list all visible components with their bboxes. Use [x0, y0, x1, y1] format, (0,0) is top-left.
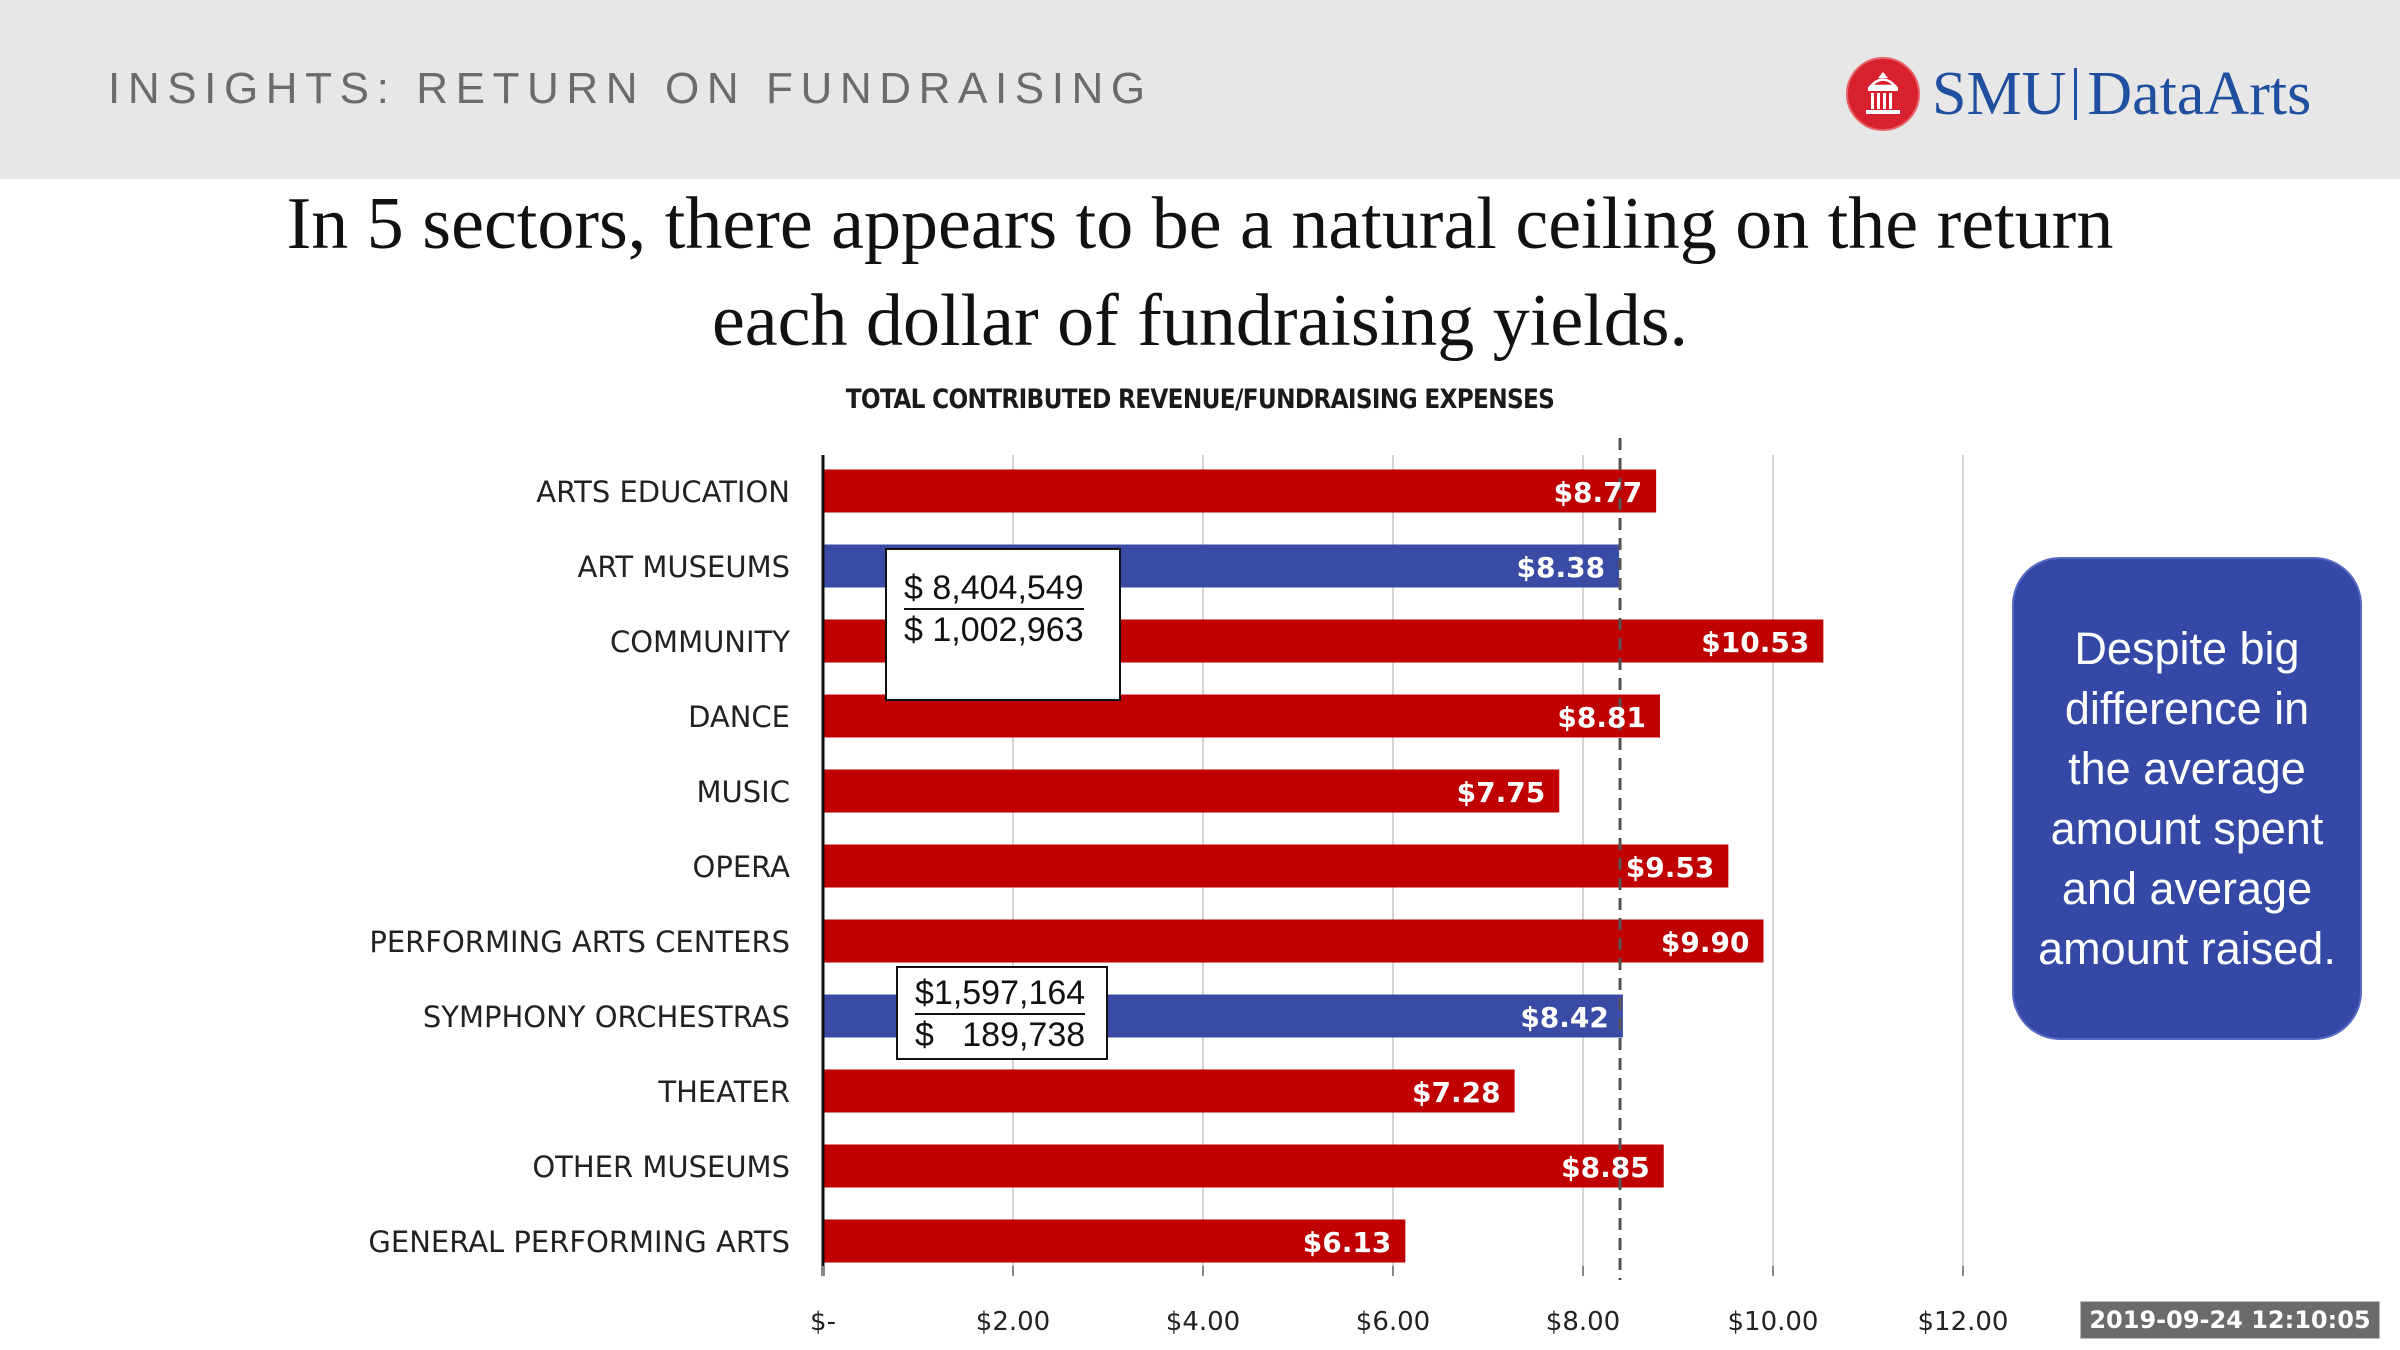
slide-headline: In 5 sectors, there appears to be a natu…: [0, 176, 2400, 370]
category-label: OTHER MUSEUMS: [532, 1150, 790, 1184]
category-label: ART MUSEUMS: [578, 550, 790, 584]
headline-line-2: each dollar of fundraising yields.: [711, 280, 1689, 362]
slide-header: INSIGHTS: RETURN ON FUNDRAISING SMU Data…: [0, 0, 2400, 179]
x-tick-label: $-: [810, 1307, 836, 1337]
category-label: DANCE: [688, 700, 790, 734]
value-label: $8.38: [1517, 551, 1606, 584]
bar: [823, 469, 1657, 513]
bar: [823, 769, 1560, 813]
value-label: $6.13: [1303, 1226, 1392, 1259]
bar: [823, 1069, 1515, 1113]
x-tick-label: $12.00: [1918, 1307, 2009, 1337]
callout-art-museums: $ 8,404,549 $ 1,002,963: [885, 548, 1121, 701]
callout-symphony-orchestras: $1,597,164 $ 189,738: [896, 966, 1108, 1060]
x-axis-ticks: $- $2.00 $4.00 $6.00 $8.00 $10.00 $12.00: [810, 1266, 2008, 1337]
chart-title: TOTAL CONTRIBUTED REVENUE/FUNDRAISING EX…: [845, 384, 1555, 415]
smu-dataarts-logo: SMU DataArts: [1846, 55, 2311, 133]
bar: [823, 919, 1764, 963]
insight-note: Despite big difference in the average am…: [2012, 557, 2362, 1040]
logo-secondary: DataArts: [2087, 60, 2312, 128]
category-label: PERFORMING ARTS CENTERS: [369, 925, 790, 959]
category-label: SYMPHONY ORCHESTRAS: [423, 1000, 790, 1034]
value-label: $8.81: [1557, 701, 1646, 734]
headline-line-1: In 5 sectors, there appears to be a natu…: [286, 183, 2114, 265]
header-title: INSIGHTS: RETURN ON FUNDRAISING: [108, 64, 1153, 113]
category-label: COMMUNITY: [610, 625, 790, 659]
category-label: MUSIC: [697, 775, 790, 809]
category-label: ARTS EDUCATION: [536, 475, 790, 509]
value-label: $8.77: [1554, 476, 1643, 509]
category-label: OPERA: [693, 850, 791, 884]
building-seal-icon: [1846, 57, 1920, 131]
callout-spent: $ 189,738: [915, 1016, 1086, 1054]
bar: [823, 1144, 1664, 1188]
x-tick-label: $2.00: [976, 1307, 1050, 1337]
x-tick-label: $10.00: [1728, 1307, 1819, 1337]
video-timestamp: 2019-09-24 12:10:05: [2080, 1301, 2380, 1339]
category-labels: ARTS EDUCATION ART MUSEUMS COMMUNITY DANCE M…: [368, 475, 790, 1259]
logo-separator: [2074, 68, 2078, 120]
category-label: GENERAL PERFORMING ARTS: [368, 1225, 790, 1259]
value-labels: $8.77 $8.38 $10.53 $8.81 $7.75 $9.53 $9.90 $8.4…: [1303, 476, 1810, 1259]
value-label: $8.85: [1561, 1151, 1650, 1184]
value-label: $8.42: [1520, 1001, 1609, 1034]
x-tick-label: $6.00: [1356, 1307, 1430, 1337]
bar: [823, 844, 1729, 888]
value-label: $9.90: [1661, 926, 1750, 959]
x-tick-label: $8.00: [1546, 1307, 1620, 1337]
logo-primary: SMU: [1932, 60, 2067, 128]
bar: [823, 1219, 1406, 1263]
bar: [823, 694, 1660, 738]
callout-spent: $ 1,002,963: [904, 611, 1084, 649]
insight-note-text: Despite big difference in the average am…: [2038, 622, 2336, 974]
x-tick-label: $4.00: [1166, 1307, 1240, 1337]
callout-raised: $ 8,404,549: [904, 568, 1084, 610]
category-label: THEATER: [657, 1075, 790, 1109]
value-label: $10.53: [1701, 626, 1809, 659]
callout-raised: $1,597,164: [915, 973, 1086, 1015]
value-label: $7.75: [1457, 776, 1546, 809]
value-label: $7.28: [1412, 1076, 1501, 1109]
value-label: $9.53: [1626, 851, 1715, 884]
